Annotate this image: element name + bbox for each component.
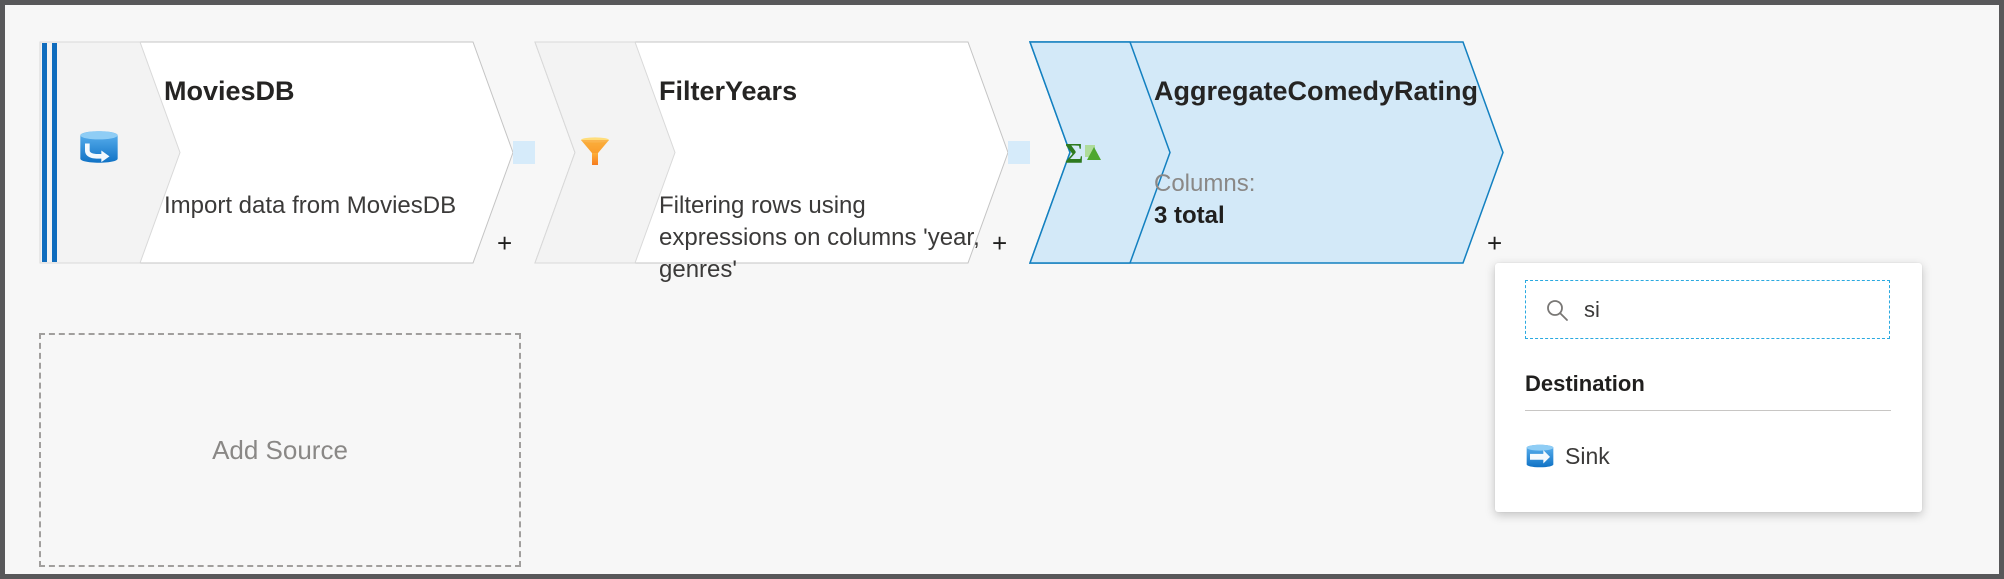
- svg-text:Σ: Σ: [1065, 139, 1083, 169]
